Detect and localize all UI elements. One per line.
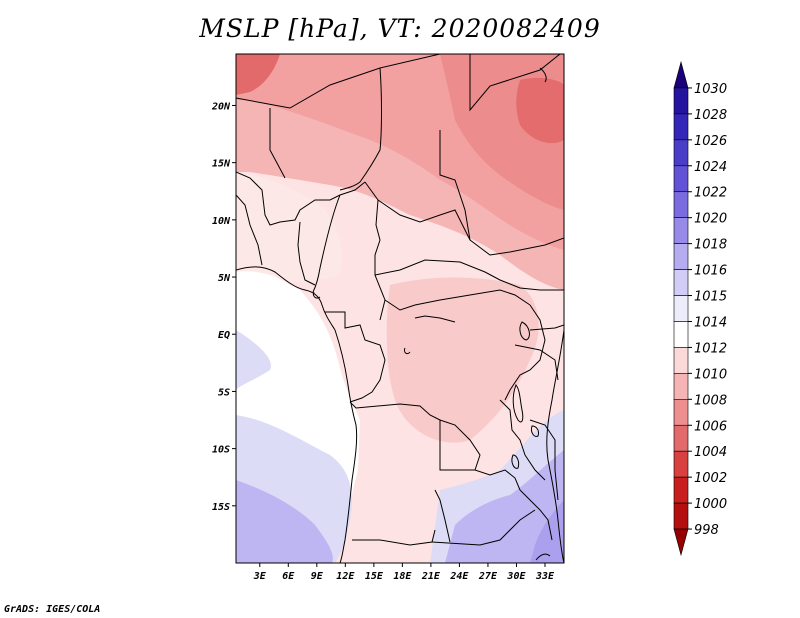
colorbar-label: 1024 [694, 160, 727, 175]
lon-label: 24E [449, 571, 469, 582]
colorbar-swatch [673, 528, 689, 557]
colorbar-swatch [673, 347, 689, 374]
lon-label: 3E [253, 571, 267, 582]
colorbar-label: 1026 [694, 134, 727, 149]
lat-label: 15S [212, 502, 230, 513]
lon-label: 15E [365, 571, 384, 582]
lon-label: 18E [393, 571, 412, 582]
colorbar-label: 1016 [694, 264, 727, 279]
lon-label: 33E [535, 571, 555, 582]
colorbar-label: 1010 [694, 367, 727, 382]
lon-label: 6E [282, 571, 295, 582]
grads-credit: GrADS: IGES/COLA [4, 604, 101, 615]
colorbar-swatch [673, 113, 689, 141]
colorbar: 1030 1028 1026 1024 1022 1020 1018 1016 1015 1014… [673, 60, 727, 557]
colorbar-swatch [673, 60, 689, 89]
colorbar-label: 1014 [694, 315, 727, 330]
lon-label: 27E [478, 571, 498, 582]
lon-label: 21E [421, 571, 441, 582]
colorbar-label: 1018 [694, 238, 727, 253]
lon-label: 12E [336, 571, 355, 582]
lat-label: 10S [212, 445, 230, 456]
colorbar-swatch [673, 87, 689, 115]
colorbar-label: 1030 [694, 82, 727, 97]
colorbar-swatch [673, 191, 689, 218]
colorbar-swatch [673, 217, 689, 244]
lat-label: 5N [218, 273, 231, 284]
colorbar-swatch [673, 424, 689, 452]
lat-label: 20N [211, 101, 231, 112]
colorbar-label: 1008 [694, 393, 727, 408]
colorbar-swatch [673, 269, 689, 296]
map-title: MSLP [hPa], VT: 2020082409 [199, 14, 601, 43]
lat-label: EQ [218, 330, 230, 341]
colorbar-label: 1006 [694, 419, 727, 434]
country-boundaries [236, 54, 564, 563]
lat-label: 15N [212, 159, 231, 170]
map-frame [235, 53, 565, 564]
colorbar-swatch [673, 321, 689, 348]
colorbar-label: 998 [694, 523, 719, 538]
colorbar-label: 1000 [694, 497, 727, 512]
latitude-axis: 20N 15N 10N 5N EQ 5S 10S 15S [211, 101, 236, 513]
colorbar-swatch [673, 502, 689, 530]
colorbar-swatch [673, 139, 689, 167]
colorbar-label: 1020 [694, 212, 727, 227]
colorbar-label: 1004 [694, 445, 727, 460]
colorbar-swatch [673, 476, 689, 504]
colorbar-label: 1028 [694, 108, 727, 123]
colorbar-swatch [673, 450, 689, 478]
pressure-field [236, 54, 564, 563]
colorbar-swatch [673, 373, 689, 400]
lon-label: 9E [311, 571, 324, 582]
colorbar-label: 1015 [694, 290, 727, 305]
colorbar-swatch [673, 399, 689, 426]
longitude-axis: 3E 6E 9E 12E 15E 18E 21E 24E 27E 30E 33E [253, 563, 555, 582]
colorbar-label: 1022 [694, 186, 727, 201]
colorbar-swatch [673, 243, 689, 270]
colorbar-label: 1002 [694, 471, 727, 486]
lat-label: 10N [212, 216, 231, 227]
lon-label: 30E [506, 571, 526, 582]
colorbar-label: 1012 [694, 341, 727, 356]
colorbar-swatch [673, 165, 689, 193]
lat-label: 5S [218, 387, 230, 398]
colorbar-swatch [673, 295, 689, 322]
